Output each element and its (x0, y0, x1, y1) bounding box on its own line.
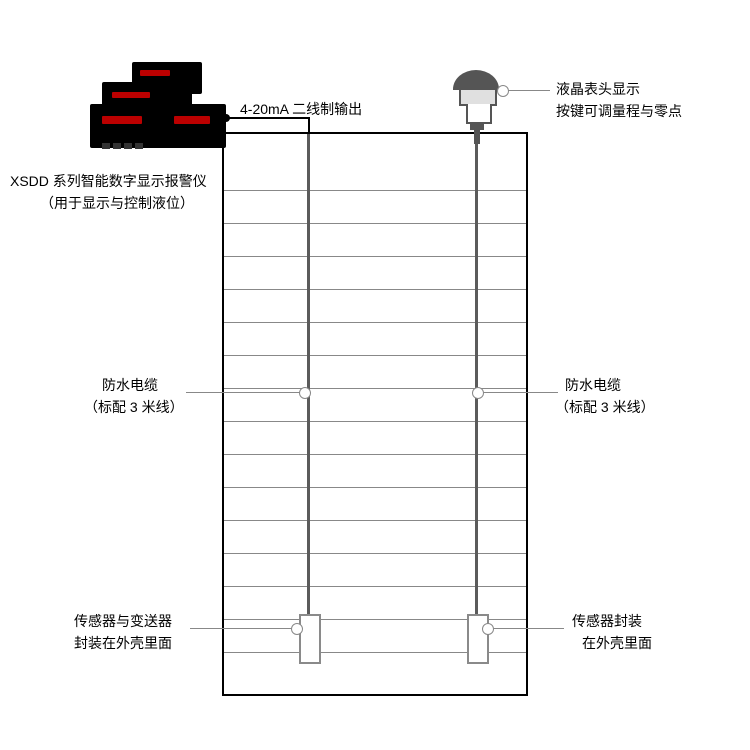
cable-left-line2: （标配 3 米线） (84, 396, 184, 418)
wire-node-dot (222, 114, 230, 122)
meter-desc-line1: XSDD 系列智能数字显示报警仪 (10, 170, 207, 192)
water-line (224, 223, 526, 224)
water-line (224, 454, 526, 455)
leader-dot (291, 623, 303, 635)
left-sensor-housing (299, 614, 321, 664)
lcd-neck (466, 104, 492, 124)
water-line (224, 487, 526, 488)
led-display (140, 70, 170, 76)
diagram-canvas: 4-20mA 二线制输出 XSDD 系列智能数字显示报警仪 （用于显示与控制液位… (0, 0, 750, 750)
leader-dot (482, 623, 494, 635)
left-waterproof-cable (307, 134, 310, 614)
leader-dot (472, 387, 484, 399)
water-line (224, 520, 526, 521)
cable-right-line2: （标配 3 米线） (555, 396, 655, 418)
lcd-desc-line2: 按键可调量程与零点 (556, 100, 682, 122)
meter-desc-line2: （用于显示与控制液位） (40, 192, 194, 214)
signal-output-label: 4-20mA 二线制输出 (240, 98, 362, 120)
water-line (224, 322, 526, 323)
sensor-left-line2: 封装在外壳里面 (74, 632, 172, 654)
leader-line (502, 90, 550, 91)
lcd-stem (474, 130, 480, 144)
water-line (224, 421, 526, 422)
leader-line (494, 628, 564, 629)
leader-line (190, 628, 292, 629)
lcd-cap (453, 70, 499, 90)
leader-dot (497, 85, 509, 97)
led-display (174, 116, 210, 124)
cable-right-line1: 防水电缆 (565, 374, 621, 396)
leader-line (186, 392, 300, 393)
panel-meter-large (90, 104, 226, 148)
panel-meter-stack (90, 62, 226, 148)
meter-button-row (102, 136, 146, 142)
leader-dot (299, 387, 311, 399)
right-waterproof-cable (475, 144, 478, 614)
water-line (224, 256, 526, 257)
water-line (224, 190, 526, 191)
water-line (224, 553, 526, 554)
led-display (112, 92, 150, 98)
sensor-left-line1: 传感器与变送器 (74, 610, 172, 632)
lcd-desc-line1: 液晶表头显示 (556, 78, 640, 100)
led-display (102, 116, 142, 124)
water-line (224, 355, 526, 356)
right-sensor-housing (467, 614, 489, 664)
sensor-right-line2: 在外壳里面 (582, 632, 652, 654)
lcd-hex-nut (470, 122, 484, 130)
tank-outline (222, 132, 528, 696)
leader-line (484, 392, 558, 393)
sensor-right-line1: 传感器封装 (572, 610, 642, 632)
water-line (224, 289, 526, 290)
water-line (224, 586, 526, 587)
cable-left-line1: 防水电缆 (102, 374, 158, 396)
